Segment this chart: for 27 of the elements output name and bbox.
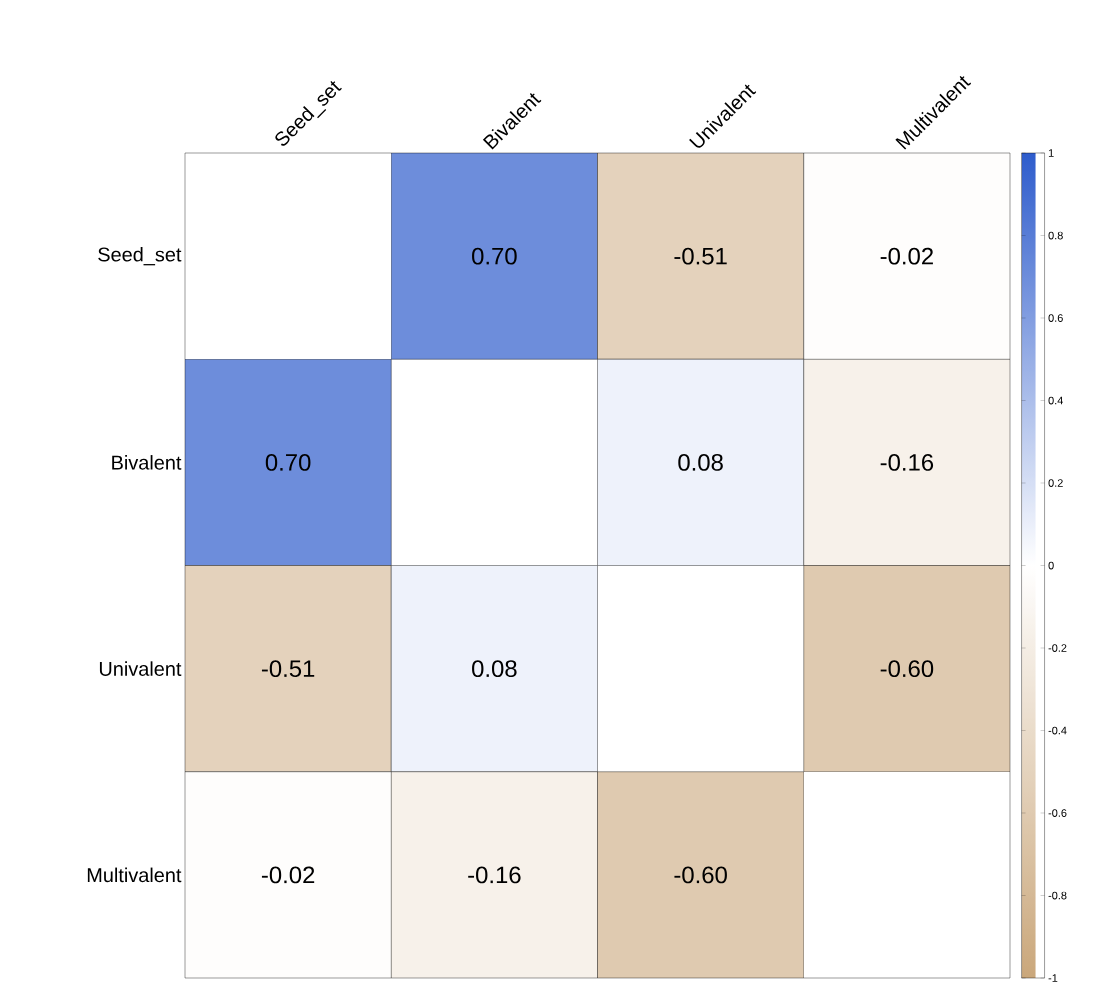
color-bar-label: 0.4: [1048, 396, 1063, 405]
data-label: -0.16: [468, 866, 521, 884]
color-bar-label: 0.2: [1048, 479, 1063, 487]
color-bar-label: -0.2: [1048, 644, 1067, 652]
data-label: -0.16: [880, 453, 934, 471]
data-label: -0.60: [880, 660, 934, 678]
data-label: 0.70: [265, 453, 311, 471]
y-tick-label: Univalent: [99, 661, 182, 676]
data-label: -0.60: [674, 866, 727, 884]
color-bar-label: 0: [1048, 561, 1054, 570]
color-bar-label: -0.4: [1048, 726, 1067, 735]
data-label: -0.51: [261, 660, 315, 678]
color-bar-label: -1: [1048, 974, 1058, 982]
data-label: 0.08: [678, 453, 723, 471]
color-bar-label: 0.8: [1048, 231, 1063, 240]
data-label: -0.02: [880, 247, 933, 265]
data-label: -0.51: [674, 247, 727, 265]
y-tick-label: Multivalent: [87, 867, 182, 883]
color-bar-label: 0.6: [1048, 314, 1063, 322]
y-tick-label: Bivalent: [112, 455, 182, 470]
data-label: -0.02: [261, 866, 315, 884]
color-bar-label: 1: [1048, 149, 1054, 157]
data-label: 0.08: [472, 660, 517, 678]
color-bar-label: -0.8: [1048, 891, 1067, 900]
data-label: 0.70: [472, 247, 517, 265]
color-bar-label: -0.6: [1048, 809, 1067, 817]
y-tick-label: Seed_set: [98, 246, 182, 266]
